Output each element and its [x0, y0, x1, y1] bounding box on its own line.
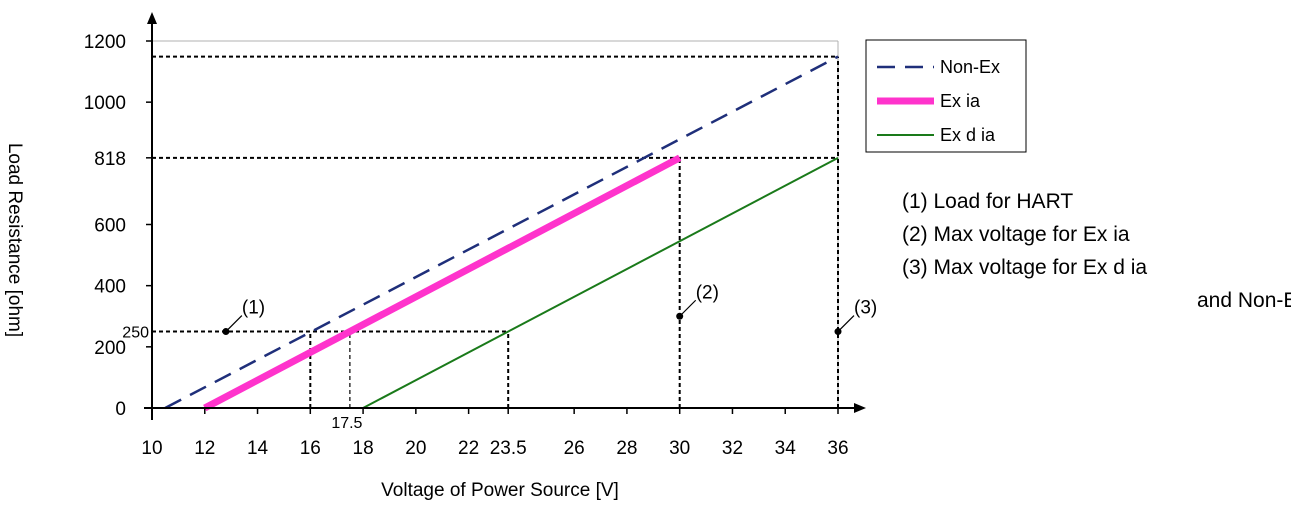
- marker-leader-1: [679, 299, 697, 317]
- legend-box: [865, 39, 1027, 153]
- y-tick-label-3: 600: [94, 216, 126, 237]
- marker-leader-0: [225, 315, 243, 332]
- x-tick-label-13: 36: [827, 438, 848, 459]
- series-line-1: [203, 154, 682, 412]
- legend-label-1: Ex ia: [940, 91, 981, 111]
- y-extra-tick-label-0: 250: [122, 325, 149, 342]
- x-tick-label-3: 16: [300, 438, 321, 459]
- x-tick-label-2: 14: [247, 438, 269, 459]
- legend-label-2: Ex d ia: [940, 125, 996, 145]
- y-tick-label-6: 1200: [84, 32, 126, 53]
- x-tick-label-11: 32: [722, 438, 743, 459]
- marker-label-1: (2): [696, 282, 719, 303]
- x-axis-title: Voltage of Power Source [V]: [381, 480, 619, 501]
- note-2: (2) Max voltage for Ex ia: [902, 223, 1130, 246]
- y-tick-label-5: 1000: [84, 93, 126, 114]
- x-tick-label-6: 22: [458, 438, 479, 459]
- y-tick-label-4: 818: [94, 149, 126, 170]
- x-tick-label-12: 34: [775, 438, 797, 459]
- note-3-cont: and Non-Ex: [1197, 289, 1291, 312]
- note-3: (3) Max voltage for Ex d ia: [902, 256, 1147, 279]
- x-tick-label-5: 20: [405, 438, 426, 459]
- x-tick-label-9: 28: [616, 438, 637, 459]
- marker-leader-2: [837, 315, 855, 332]
- x-tick-label-0: 10: [141, 438, 162, 459]
- x-tick-label-1: 12: [194, 438, 215, 459]
- y-tick-label-2: 400: [94, 277, 126, 298]
- marker-label-2: (3): [854, 298, 877, 319]
- y-tick-label-0: 0: [115, 399, 126, 420]
- x-tick-label-10: 30: [669, 438, 690, 459]
- y-tick-label-1: 200: [94, 338, 126, 359]
- series-line-0: [164, 55, 839, 410]
- legend-label-0: Non-Ex: [940, 57, 1000, 77]
- x-tick-label-4: 18: [353, 438, 374, 459]
- x-axis-arrow: [854, 403, 866, 413]
- series-line-2: [362, 156, 839, 409]
- y-axis-arrow: [147, 12, 157, 24]
- x-extra-tick-label-0: 17.5: [331, 415, 362, 432]
- note-1: (1) Load for HART: [902, 190, 1073, 213]
- x-tick-label-8: 26: [564, 438, 585, 459]
- notes: (1) Load for HART (2) Max voltage for Ex…: [902, 190, 1291, 312]
- legend: Non-Ex Ex ia Ex d ia: [865, 39, 1027, 153]
- marker-label-0: (1): [242, 298, 265, 319]
- x-tick-label-7: 23.5: [490, 438, 527, 459]
- y-axis-title: Load Resistance [ohm]: [4, 143, 25, 337]
